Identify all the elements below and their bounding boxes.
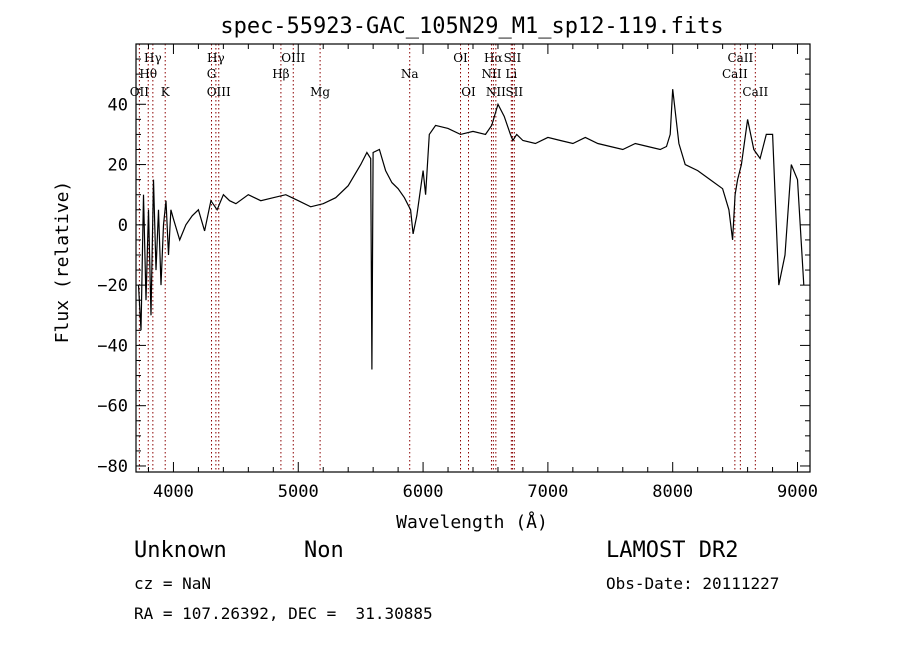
line-marker-label: Hθ [139, 67, 157, 81]
line-marker-label: Hβ [272, 67, 289, 81]
line-marker-label: K [161, 85, 171, 99]
obs-date-label: Obs-Date: 20111227 [606, 574, 780, 593]
line-marker-label: OIII [281, 51, 305, 65]
line-marker-label: Hα [484, 51, 503, 65]
x-axis: 4000 5000 6000 7000 8000 9000 [147, 44, 818, 502]
line-marker-label: Li [505, 67, 517, 81]
x-tick-label: 4000 [153, 482, 194, 502]
y-tick-label: 0 [118, 216, 128, 236]
line-marker-label: G [207, 67, 217, 81]
line-marker-label: Hγ [144, 51, 162, 65]
line-marker-label: OI [461, 85, 476, 99]
y-tick-label: −40 [97, 336, 128, 356]
line-marker-label: SII [505, 85, 523, 99]
y-axis-label: Flux (relative) [52, 181, 73, 344]
x-tick-label: 5000 [278, 482, 319, 502]
subclass-label: Non [304, 538, 344, 563]
redshift-label: cz = NaN [134, 574, 212, 593]
coordinates-label: RA = 107.26392, DEC = 31.30885 [134, 604, 433, 623]
y-tick-label: −80 [97, 457, 128, 477]
plot-frame [135, 43, 811, 473]
y-axis: −80 −60 −40 −20 0 20 40 [97, 58, 810, 477]
y-tick-label: 40 [108, 95, 128, 115]
x-tick-label: 7000 [527, 482, 568, 502]
y-tick-label: 20 [108, 156, 128, 176]
line-marker-label: OIII [207, 85, 231, 99]
line-marker-label: CaII [722, 67, 748, 81]
chart-title: spec-55923-GAC_105N29_M1_sp12-119.fits [220, 14, 723, 39]
line-marker-label: OII [130, 85, 150, 99]
line-marker-label: Mg [310, 85, 330, 99]
line-marker-label: NII [481, 67, 501, 81]
line-marker-label: SII [504, 51, 522, 65]
survey-label: LAMOST DR2 [606, 538, 739, 563]
line-marker-label: OI [453, 51, 468, 65]
spectrum-line [137, 89, 805, 370]
line-marker-label: CaII [742, 85, 768, 99]
y-tick-label: −60 [97, 397, 128, 417]
x-tick-label: 6000 [403, 482, 444, 502]
line-marker-label: Hγ [207, 51, 225, 65]
x-tick-label: 8000 [652, 482, 693, 502]
x-tick-label: 9000 [777, 482, 818, 502]
x-axis-label: Wavelength (Å) [396, 511, 548, 533]
class-label: Unknown [134, 538, 227, 563]
line-marker-label: Na [401, 67, 419, 81]
line-marker-label: CaII [727, 51, 753, 65]
y-tick-label: −20 [97, 276, 128, 296]
line-marker-label: NII [486, 85, 506, 99]
